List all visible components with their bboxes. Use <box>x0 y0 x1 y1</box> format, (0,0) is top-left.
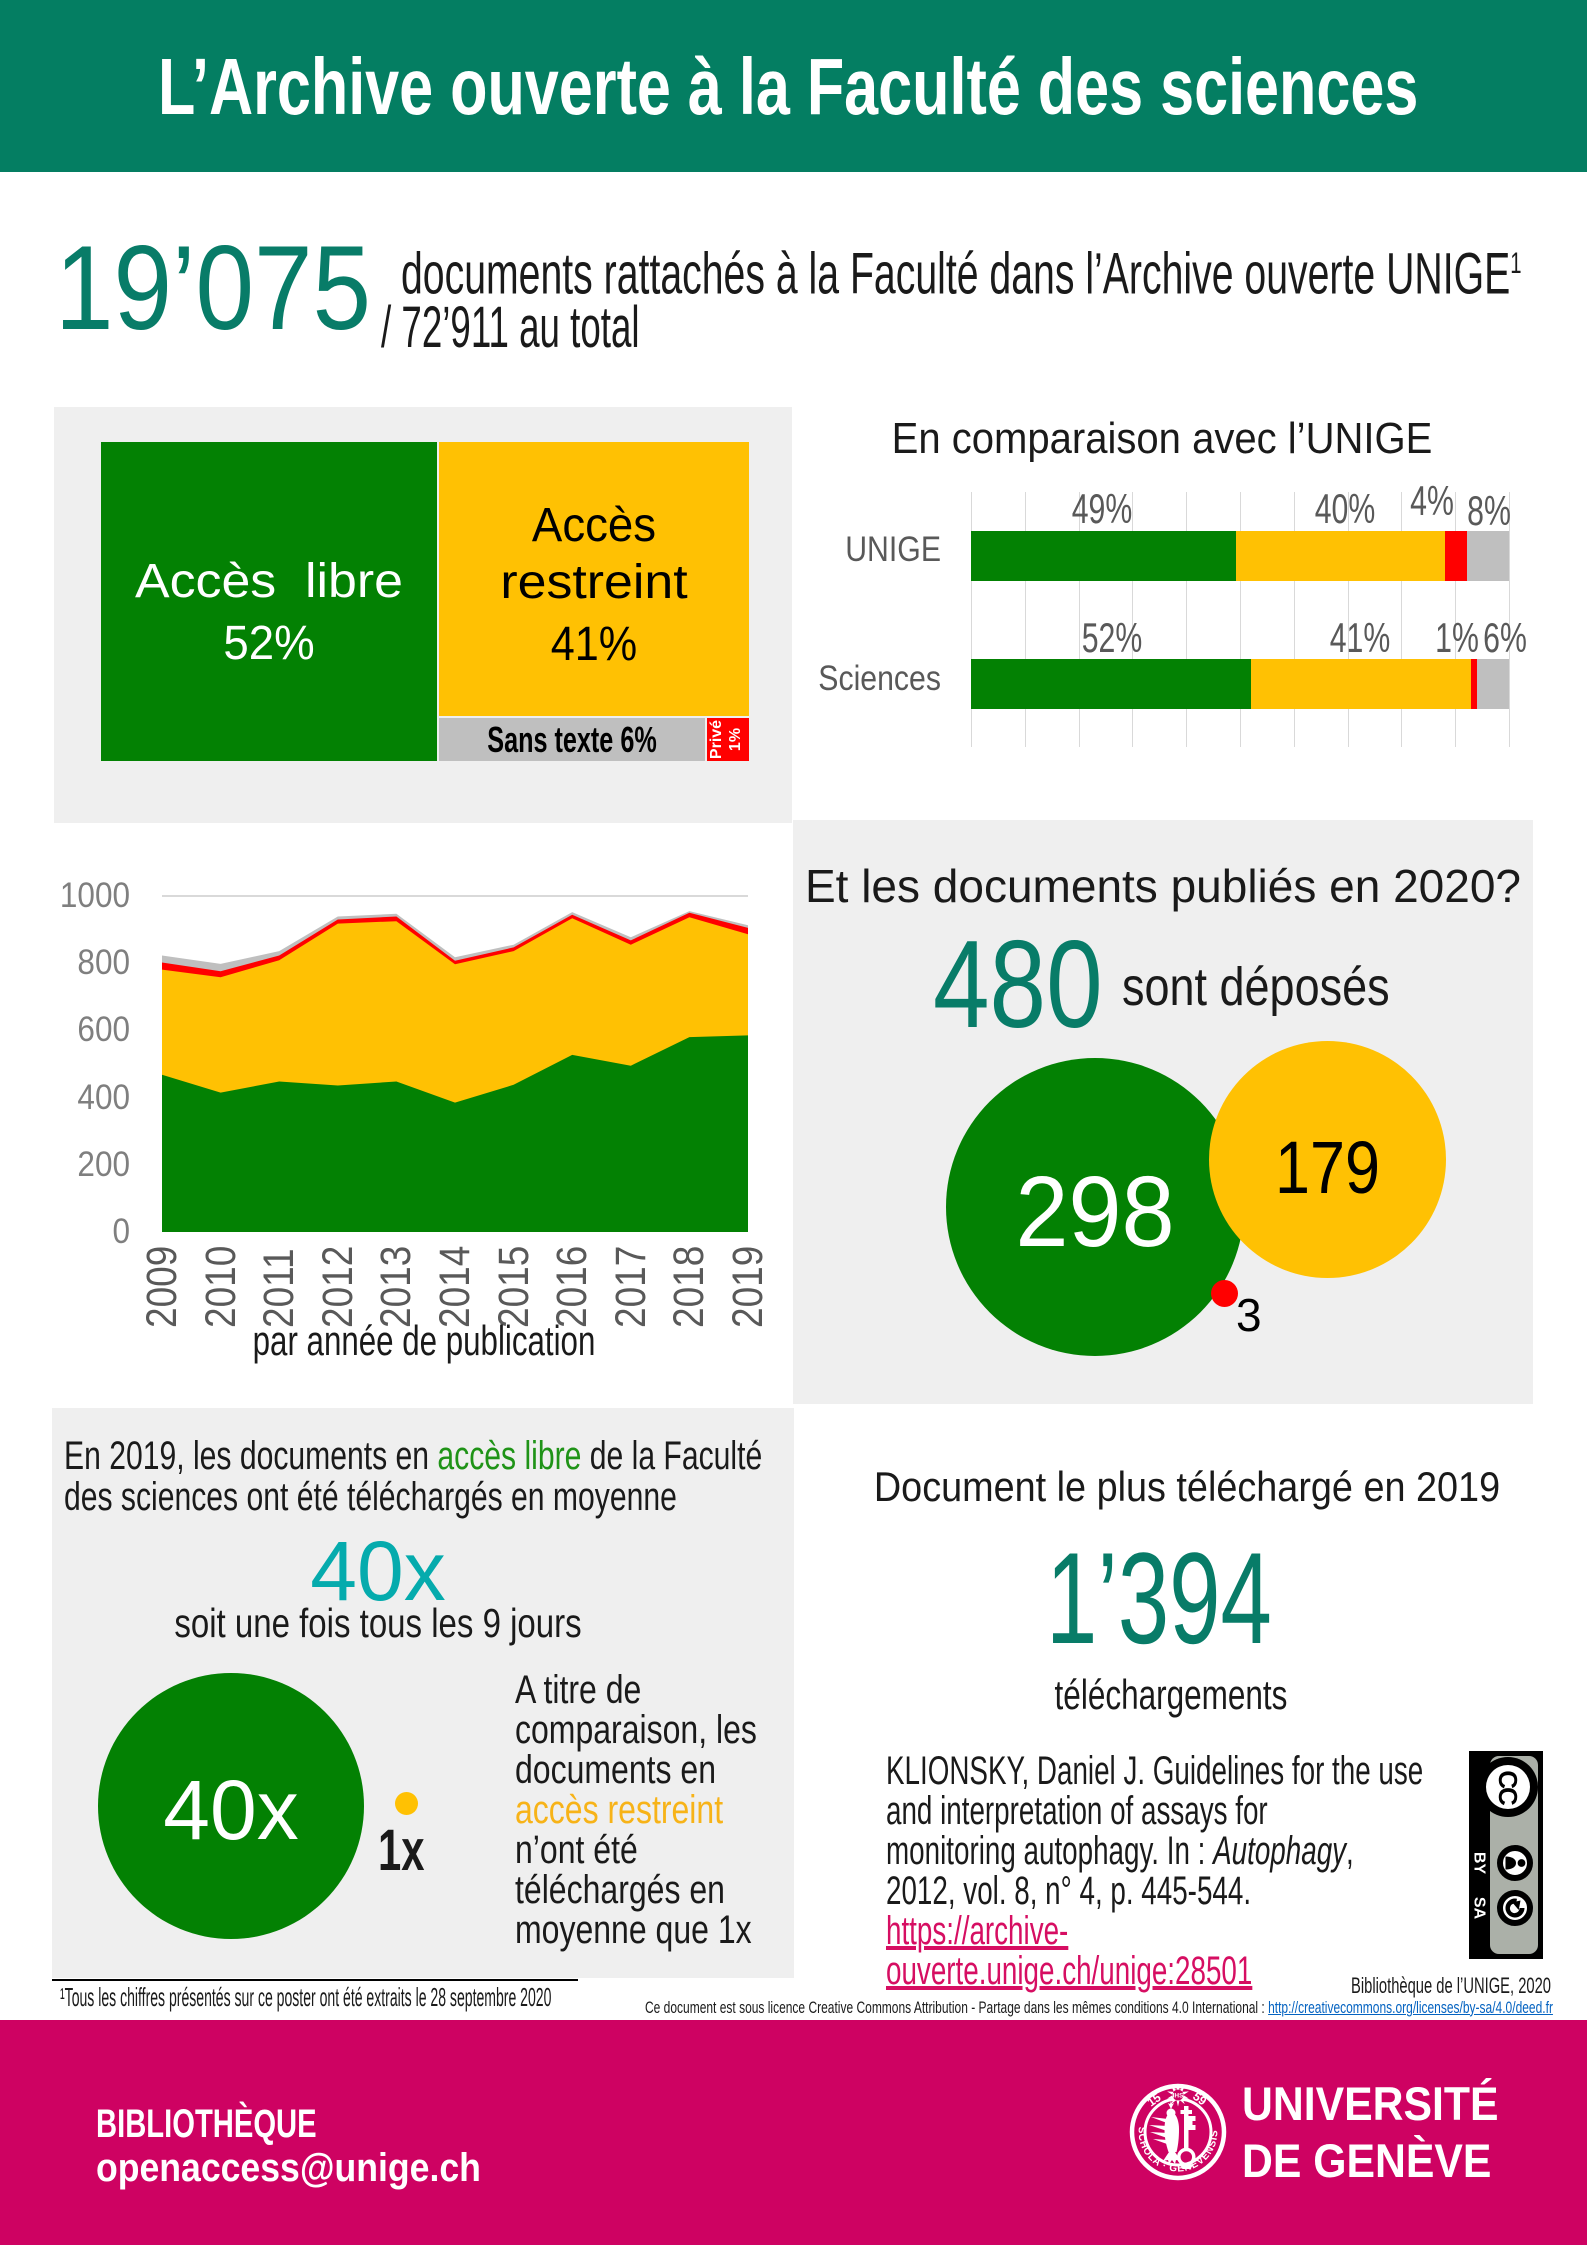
svg-text:CC: CC <box>1493 1770 1523 1806</box>
svg-text:59: 59 <box>1190 2089 1209 2108</box>
svg-text:15: 15 <box>1145 2090 1164 2109</box>
svg-text:SA: SA <box>1471 1897 1488 1920</box>
svg-text:IHS: IHS <box>1173 2093 1185 2100</box>
svg-text:BY: BY <box>1471 1852 1488 1875</box>
